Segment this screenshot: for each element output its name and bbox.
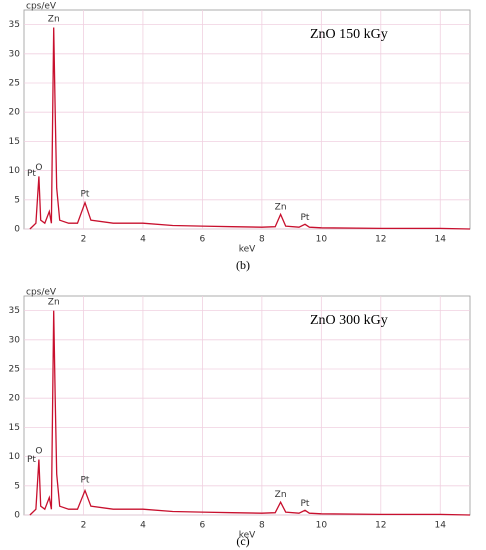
x-tick-label: 6: [200, 521, 206, 531]
peak-label: Pt: [27, 169, 36, 179]
peak-label: O: [35, 446, 42, 456]
x-tick-label: 8: [259, 235, 265, 245]
plot-area: [23, 9, 471, 230]
x-tick-label: 8: [259, 521, 265, 531]
peak-label: Pt: [27, 455, 36, 465]
y-tick-label: 35: [9, 20, 20, 30]
x-tick-label: 6: [200, 235, 206, 245]
x-axis-label: keV: [239, 245, 256, 255]
x-tick-label: 10: [316, 521, 328, 531]
y-tick-label: 30: [9, 335, 21, 345]
x-tick-label: 2: [81, 235, 87, 245]
y-tick-label: 5: [14, 195, 20, 205]
y-tick-label: 25: [9, 79, 20, 89]
plot-area: [23, 295, 471, 516]
y-axis-label: cps/eV: [26, 2, 57, 12]
spectrum-line: [29, 27, 471, 230]
x-tick-label: 14: [435, 235, 447, 245]
chart-title: ZnO 300 kGy: [310, 313, 388, 328]
peak-label: Zn: [275, 202, 287, 212]
y-tick-label: 25: [9, 365, 20, 375]
y-axis-label: cps/eV: [26, 288, 57, 298]
caption: (c): [236, 534, 249, 548]
y-tick-label: 20: [9, 108, 21, 118]
peak-label: Zn: [275, 490, 287, 500]
x-tick-label: 4: [140, 235, 146, 245]
y-tick-label: 30: [9, 49, 21, 59]
x-tick-label: 10: [316, 235, 328, 245]
y-tick-label: 15: [9, 137, 20, 147]
caption: (b): [236, 258, 250, 272]
spectrum-line: [29, 310, 471, 516]
x-tick-label: 14: [435, 521, 447, 531]
peak-label: Pt: [300, 213, 309, 223]
peak-label: Pt: [80, 475, 89, 485]
peak-label: Pt: [80, 189, 89, 199]
peak-label: O: [35, 163, 42, 173]
peak-label: Pt: [300, 499, 309, 509]
y-tick-label: 20: [9, 394, 21, 404]
y-tick-label: 5: [14, 481, 20, 491]
y-tick-label: 0: [14, 225, 20, 235]
x-tick-label: 4: [140, 521, 146, 531]
peak-label: Zn: [48, 297, 60, 307]
chart-title: ZnO 150 kGy: [310, 27, 388, 42]
y-tick-label: 15: [9, 423, 20, 433]
x-tick-label: 2: [81, 521, 87, 531]
y-tick-label: 10: [9, 166, 21, 176]
x-axis-label: keV: [239, 531, 256, 541]
x-tick-label: 12: [375, 235, 386, 245]
x-tick-label: 12: [375, 521, 386, 531]
y-tick-label: 10: [9, 452, 21, 462]
peak-label: Zn: [48, 14, 60, 24]
y-tick-label: 35: [9, 306, 20, 316]
y-tick-label: 0: [14, 511, 20, 521]
